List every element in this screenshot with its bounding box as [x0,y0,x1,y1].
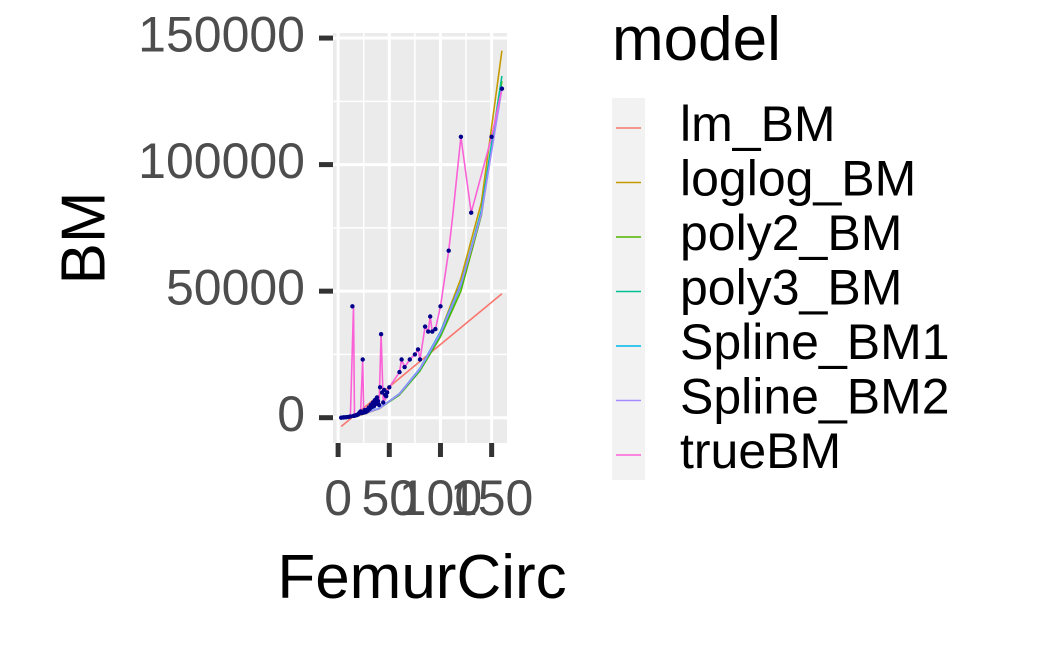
data-point [387,385,392,390]
data-point [407,357,412,362]
data-point [384,394,389,399]
y-axis-title: BM [49,192,118,285]
data-point [458,134,464,139]
data-point [382,387,387,393]
legend-label-lm_BM: lm_BM [680,96,836,152]
y-axis: 0 50000 100000 150000 [138,6,333,442]
legend-label-Spline_BM2: Spline_BM2 [680,369,950,425]
data-point [430,329,435,334]
data-point [376,402,382,408]
legend-label-loglog_BM: loglog_BM [680,151,916,207]
data-point [378,332,384,337]
y-tick-label: 0 [277,386,305,442]
y-tick-label: 50000 [166,259,305,315]
x-axis-title: FemurCirc [277,543,566,612]
legend-items: lm_BMloglog_BMpoly2_BMpoly3_BMSpline_BM1… [616,96,950,479]
data-point [417,357,423,362]
data-point [399,357,404,362]
legend: model lm_BMloglog_BMpoly2_BMpoly3_BMSpli… [612,5,950,480]
data-point [381,400,386,405]
data-point [433,326,438,332]
x-tick-label: 0 [324,470,352,526]
data-point [350,304,355,309]
data-point [377,385,383,390]
y-tick-label: 150000 [138,6,305,62]
x-tick-label: 50 [361,470,417,526]
data-point [499,86,505,91]
grid-major [333,33,507,443]
data-point [412,352,418,357]
data-point [415,347,421,352]
data-point [489,134,494,139]
legend-label-poly3_BM: poly3_BM [680,260,902,316]
data-point [422,324,428,329]
legend-label-trueBM: trueBM [680,423,841,479]
data-point [385,390,390,395]
data-point [397,369,402,375]
data-point [360,357,365,362]
data-point [375,399,381,404]
y-tick-label: 100000 [138,133,305,189]
plot-panel [333,33,507,443]
x-tick-label: 100 [399,470,482,526]
data-point [446,248,451,253]
legend-title: model [612,5,781,74]
legend-key-background [612,98,645,480]
data-point [374,395,380,400]
x-tick-label: 150 [450,470,533,526]
data-point [402,364,407,370]
legend-label-poly2_BM: poly2_BM [680,205,902,261]
data-point [428,314,433,319]
data-points [339,86,505,420]
data-point [469,210,474,215]
legend-label-Spline_BM1: Spline_BM1 [680,314,950,370]
data-point [438,304,443,309]
data-point [426,329,431,334]
